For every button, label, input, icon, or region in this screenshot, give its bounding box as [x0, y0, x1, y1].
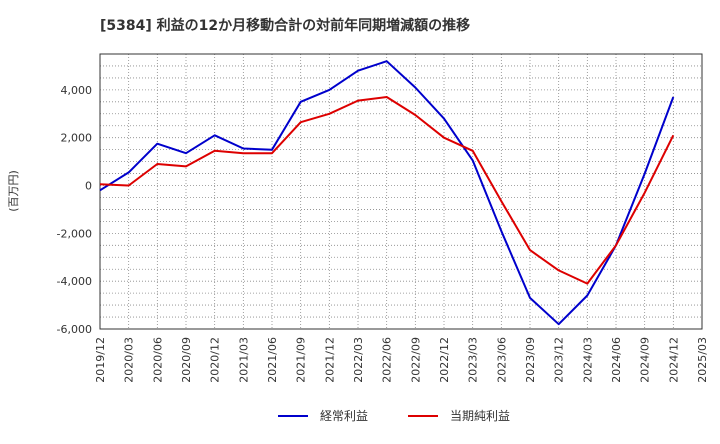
x-tick-label: 2024/09	[639, 337, 652, 383]
y-axis-label: (百万円)	[7, 170, 20, 212]
x-tick-label: 2023/06	[495, 337, 508, 383]
x-tick-label: 2019/12	[94, 337, 107, 383]
x-tick-label: 2020/03	[123, 337, 136, 383]
x-tick-label: 2020/06	[151, 337, 164, 383]
series-line-2	[99, 96, 675, 285]
x-tick-label: 2022/09	[409, 337, 422, 383]
legend-label-2: 当期純利益	[450, 409, 510, 423]
grid-layer	[100, 54, 702, 329]
x-tick-label: 2022/12	[438, 337, 451, 383]
y-axis-ticks: -6,000 -4,000 -2,000 0 2,000 4,000	[57, 84, 92, 336]
legend: 経常利益 当期純利益	[278, 409, 510, 423]
x-tick-label: 2023/03	[467, 337, 480, 383]
x-tick-label: 2023/12	[553, 337, 566, 383]
y-tick-label: -6,000	[57, 323, 92, 336]
x-tick-label: 2024/03	[581, 337, 594, 383]
x-tick-label: 2023/09	[524, 337, 537, 383]
x-tick-label: 2021/03	[237, 337, 250, 383]
x-tick-label: 2021/12	[323, 337, 336, 383]
x-tick-label: 2022/06	[381, 337, 394, 383]
chart-title: [5384] 利益の12か月移動合計の対前年同期増減額の推移	[100, 17, 470, 34]
x-tick-label: 2024/12	[667, 337, 680, 383]
plot-frame	[99, 53, 703, 330]
x-axis-ticks: 2019/12 2020/03 2020/06 2020/09 2020/12 2021/…	[94, 337, 709, 383]
y-tick-label: 2,000	[61, 132, 93, 145]
legend-label-1: 経常利益	[320, 409, 368, 423]
x-tick-label: 2020/09	[180, 337, 193, 383]
x-tick-label: 2024/06	[610, 337, 623, 383]
series-layer	[99, 60, 675, 326]
series-line-1	[99, 60, 675, 326]
y-tick-label: 0	[85, 180, 92, 193]
y-tick-label: -2,000	[57, 227, 92, 240]
y-tick-label: 4,000	[61, 84, 93, 97]
x-tick-label: 2022/03	[352, 337, 365, 383]
x-tick-label: 2021/09	[295, 337, 308, 383]
x-tick-label: 2025/03	[696, 337, 709, 383]
y-tick-label: -4,000	[57, 275, 92, 288]
x-tick-label: 2021/06	[266, 337, 279, 383]
x-tick-label: 2020/12	[209, 337, 222, 383]
